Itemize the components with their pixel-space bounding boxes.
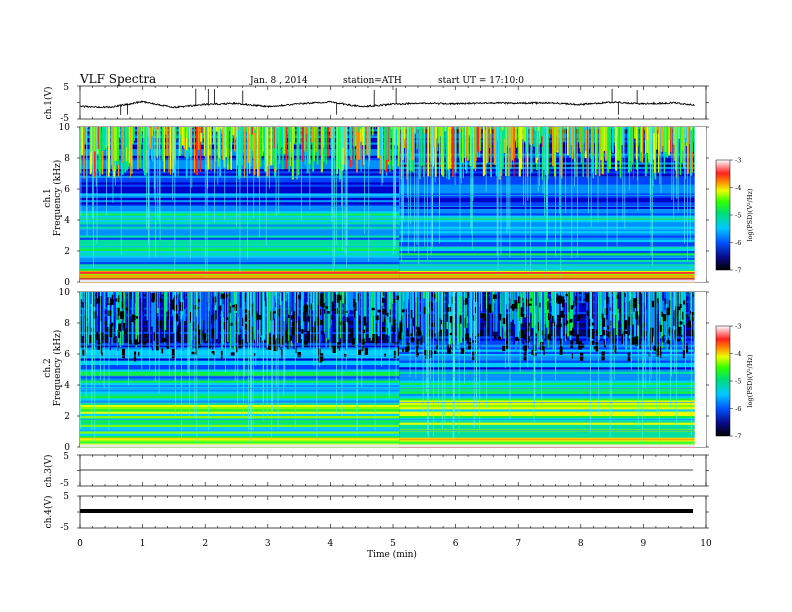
ch1-spectrogram-image — [80, 127, 706, 283]
time-tick-label: 3 — [265, 539, 271, 549]
time-tick-label: 0 — [77, 539, 83, 549]
spec1-freq-tick-label: 8 — [64, 154, 70, 164]
colorbar-tick-label: -6 — [735, 405, 741, 413]
spec1-freq-tick-label: 4 — [64, 216, 70, 226]
ch3-ytick-bottom: -5 — [60, 479, 69, 489]
time-tick-label: 2 — [202, 539, 208, 549]
ch4-waveform-panel: ch.4(V) 5 -5 — [43, 492, 693, 533]
ch1-ytick-bottom: -5 — [60, 114, 69, 124]
colorbar-tick-label: -3 — [735, 323, 741, 331]
colorbar-tick-label: -5 — [735, 378, 741, 386]
ch2-frequency-ticks: 10 8 6 4 2 0 — [59, 288, 709, 453]
spec1-freq-tick-label: 6 — [64, 185, 70, 195]
ch2-colorbar: log(PSD)(V²/Hz) -3 -4 -5 -6 -7 — [715, 323, 754, 441]
spec2-freq-tick-label: 8 — [64, 319, 70, 329]
colorbar-tick-label: -5 — [735, 212, 741, 220]
ch3-waveform-panel: ch.3(V) 5 -5 — [43, 452, 693, 489]
ch1-waveform-line — [80, 100, 695, 109]
ch1-waveform-panel: ch.1(V) 5 -5 — [43, 83, 695, 124]
time-tick-label: 10 — [700, 539, 712, 549]
ch1-colorbar-gradient — [715, 159, 731, 271]
time-tick-label: 6 — [453, 539, 459, 549]
station-label: station=ATH — [343, 76, 402, 86]
spec1-freq-tick-label: 0 — [64, 278, 70, 288]
ch2-spectrogram-image — [80, 292, 706, 448]
spec2-freq-tick-label: 2 — [64, 412, 70, 422]
ch2-spectrogram-label: ch.2 — [43, 358, 53, 377]
spec2-freq-tick-label: 0 — [64, 443, 70, 453]
spec1-freq-tick-label: 10 — [59, 123, 71, 133]
ch2-colorbar-label: log(PSD)(V²/Hz) — [746, 354, 754, 407]
ch1-colorbar: log(PSD)(V²/Hz) -3 -4 -5 -6 -7 — [715, 157, 754, 275]
colorbar-tick-label: -7 — [735, 433, 741, 441]
date-label: Jan. 8 , 2014 — [249, 76, 308, 86]
ch1-colorbar-label: log(PSD)(V²/Hz) — [746, 188, 754, 241]
time-tick-label: 7 — [515, 539, 521, 549]
ch1-spectrogram-panel: ch.1 Frequency (kHz) — [43, 127, 706, 283]
ch4-ytick-top: 5 — [63, 492, 69, 502]
time-tick-label: 4 — [328, 539, 334, 549]
spec2-freq-tick-label: 6 — [64, 350, 70, 360]
colorbar-tick-label: -6 — [735, 239, 741, 247]
spec2-freq-tick-label: 10 — [59, 288, 71, 298]
ch1-axis-label: ch.1(V) — [43, 87, 54, 120]
spec1-freq-tick-label: 2 — [64, 247, 70, 257]
time-axis-ticks: 0 1 2 3 4 5 6 7 8 9 10 — [77, 539, 712, 549]
time-tick-label: 8 — [578, 539, 584, 549]
ch1-ytick-top: 5 — [63, 83, 69, 93]
ch4-waveform-line — [80, 509, 693, 513]
figure-title: VLF Spectra — [79, 72, 156, 86]
ch2-frequency-axis-label: Frequency (kHz) — [52, 330, 63, 407]
ch1-frequency-ticks: 10 8 6 4 2 0 — [59, 123, 709, 288]
time-axis-label: Time (min) — [367, 549, 417, 560]
ch4-axis-label: ch.4(V) — [43, 496, 54, 529]
colorbar-tick-label: -4 — [735, 350, 741, 358]
start-time-label: start UT = 17:10:0 — [438, 76, 524, 86]
ch1-frequency-axis-label: Frequency (kHz) — [52, 160, 63, 237]
ch1-spectrogram-label: ch.1 — [43, 188, 53, 207]
ch3-axis-label: ch.3(V) — [43, 455, 54, 488]
spec2-freq-tick-label: 4 — [64, 381, 70, 391]
time-tick-label: 9 — [641, 539, 647, 549]
ch4-ytick-bottom: -5 — [60, 523, 69, 533]
ch2-spectrogram-panel: ch.2 Frequency (kHz) — [43, 292, 706, 448]
ch3-ytick-top: 5 — [63, 452, 69, 462]
time-tick-label: 5 — [390, 539, 396, 549]
colorbar-tick-label: -3 — [735, 157, 741, 165]
colorbar-tick-label: -4 — [735, 184, 741, 192]
ch1-spikes — [120, 87, 638, 115]
time-tick-label: 1 — [140, 539, 146, 549]
ch2-colorbar-gradient — [715, 325, 731, 437]
colorbar-tick-label: -7 — [735, 267, 741, 275]
